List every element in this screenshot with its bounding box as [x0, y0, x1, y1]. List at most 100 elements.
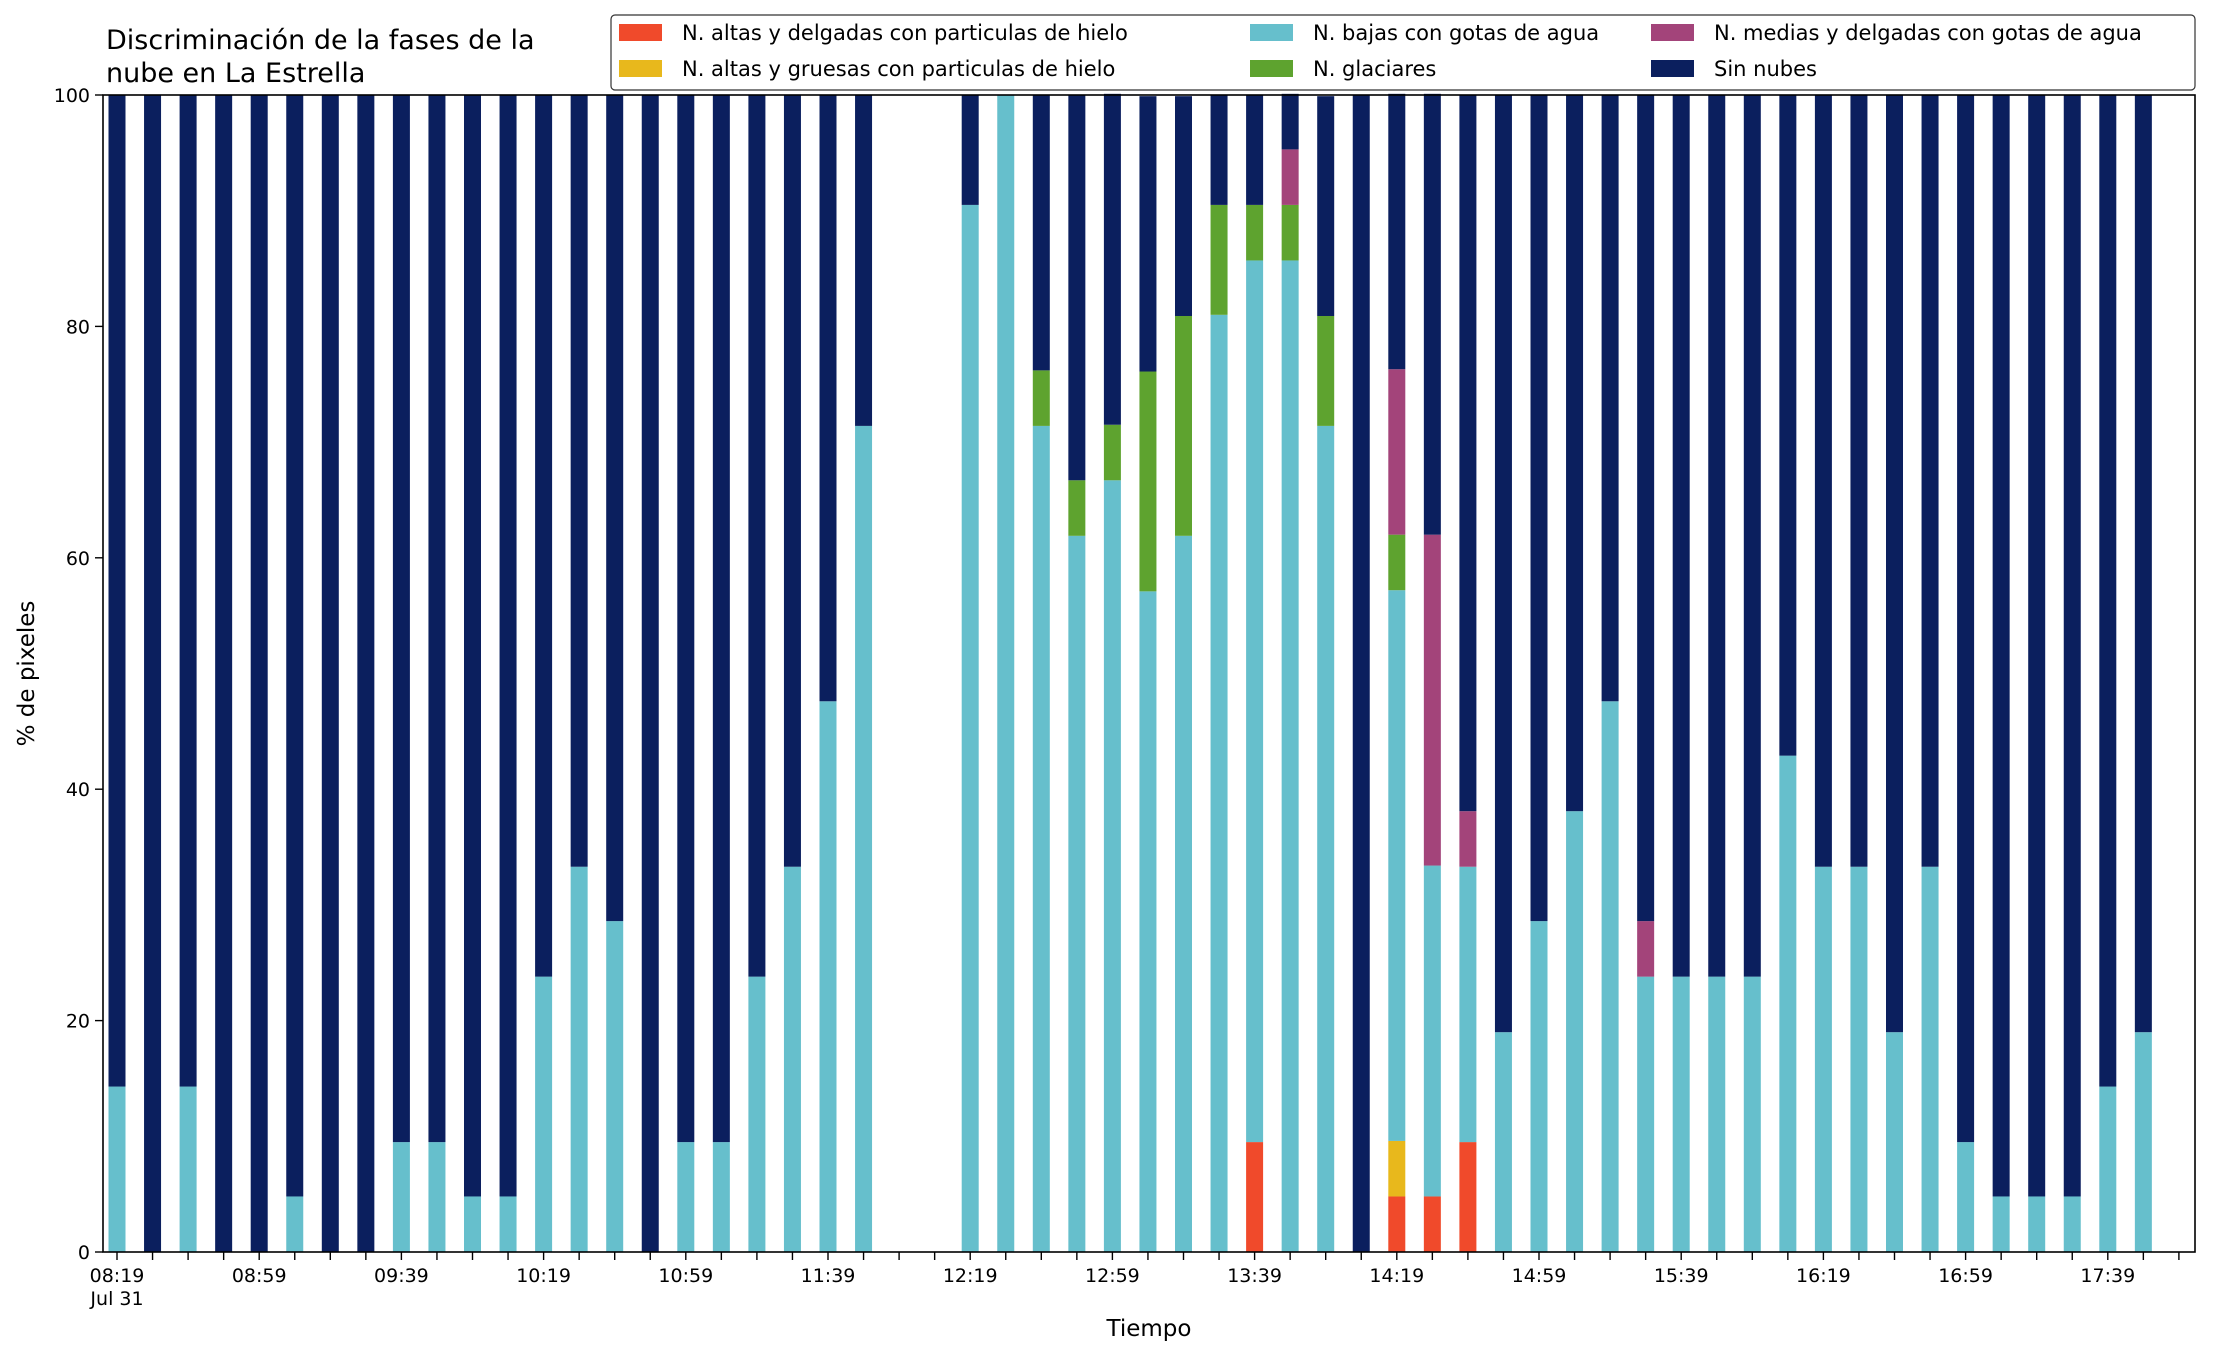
- bar-segment-34-series-3: [1317, 315, 1335, 426]
- bar-segment-12-series-2: [535, 976, 553, 1252]
- bar-segment-17-series-2: [712, 1142, 730, 1252]
- bar-segment-44-series-2: [1672, 976, 1690, 1252]
- bar-segment-37-series-4: [1423, 534, 1441, 866]
- bars-group: [108, 93, 2152, 1253]
- bar-segment-36-series-0: [1388, 1196, 1406, 1252]
- bar-segment-38-series-2: [1459, 866, 1477, 1143]
- x-tick-label: 12:19: [943, 1265, 998, 1287]
- bar-segment-12-series-5: [535, 95, 553, 977]
- bar-segment-26-series-2: [1032, 425, 1050, 1252]
- legend-swatch: [1250, 24, 1293, 41]
- bar-segment-50-series-5: [1886, 95, 1903, 1033]
- bar-segment-35-series-5: [1352, 95, 1370, 1252]
- bar-segment-6-series-5: [321, 95, 339, 1252]
- bar-segment-55-series-5: [2063, 95, 2081, 1197]
- plot-frame: [102, 94, 2196, 1253]
- bar-segment-36-series-2: [1388, 590, 1406, 1141]
- legend-label: N. altas y gruesas con particulas de hie…: [682, 57, 1115, 81]
- x-tick-label: 08:19: [90, 1265, 145, 1287]
- bar-segment-30-series-2: [1175, 535, 1192, 1252]
- bar-segment-9-series-2: [428, 1142, 446, 1252]
- bar-segment-36-series-1: [1388, 1140, 1406, 1197]
- legend-swatch: [1651, 24, 1694, 41]
- legend-label: N. bajas con gotas de agua: [1313, 21, 1599, 45]
- bar-segment-38-series-4: [1459, 811, 1477, 867]
- bar-segment-57-series-5: [2134, 95, 2152, 1033]
- bar-segment-20-series-2: [819, 701, 837, 1252]
- x-tick-sublabel: Jul 31: [89, 1288, 143, 1310]
- bar-segment-18-series-5: [748, 95, 766, 977]
- x-tick-label: 14:59: [1512, 1265, 1567, 1287]
- bar-segment-20-series-5: [819, 95, 837, 702]
- bar-segment-37-series-2: [1423, 865, 1441, 1197]
- bar-segment-0-series-5: [108, 95, 126, 1087]
- bar-segment-7-series-5: [357, 95, 375, 1252]
- bar-segment-41-series-5: [1566, 95, 1584, 812]
- bar-segment-56-series-5: [2099, 95, 2117, 1087]
- bar-segment-19-series-2: [783, 866, 801, 1252]
- bar-segment-14-series-2: [606, 921, 624, 1252]
- x-tick-label: 15:39: [1654, 1265, 1709, 1287]
- bar-segment-5-series-2: [286, 1196, 304, 1252]
- bar-segment-43-series-5: [1637, 95, 1655, 922]
- bar-segment-15-series-5: [641, 95, 659, 1252]
- bar-segment-43-series-2: [1637, 976, 1655, 1252]
- bar-segment-8-series-5: [392, 95, 410, 1143]
- bar-segment-54-series-2: [2028, 1196, 2046, 1252]
- x-tick-label: 11:39: [801, 1265, 856, 1287]
- bar-segment-27-series-3: [1068, 480, 1086, 536]
- bar-segment-21-series-2: [855, 425, 873, 1252]
- bar-segment-4-series-5: [250, 95, 268, 1252]
- bar-segment-33-series-2: [1281, 260, 1299, 1252]
- y-tick-label: 20: [66, 1011, 90, 1033]
- legend-swatch: [1250, 60, 1293, 77]
- legend-label: Sin nubes: [1714, 57, 1817, 81]
- legend-label: N. medias y delgadas con gotas de agua: [1714, 21, 2142, 45]
- bar-segment-29-series-2: [1139, 591, 1157, 1252]
- bar-segment-30-series-3: [1175, 315, 1192, 536]
- bar-segment-28-series-3: [1103, 424, 1121, 481]
- bar-segment-19-series-5: [783, 95, 801, 867]
- legend: N. altas y delgadas con particulas de hi…: [610, 14, 2196, 91]
- bar-segment-49-series-2: [1850, 866, 1868, 1252]
- bar-segment-46-series-2: [1743, 976, 1761, 1252]
- legend-label: N. glaciares: [1313, 57, 1436, 81]
- bar-segment-48-series-5: [1814, 95, 1832, 867]
- bar-segment-16-series-2: [677, 1142, 695, 1252]
- bar-segment-32-series-2: [1246, 260, 1264, 1143]
- bar-segment-31-series-5: [1210, 95, 1228, 205]
- x-tick-label: 13:39: [1227, 1265, 1282, 1287]
- bar-segment-27-series-2: [1068, 535, 1086, 1252]
- bar-segment-52-series-2: [1957, 1142, 1975, 1252]
- bar-segment-41-series-2: [1566, 811, 1584, 1252]
- y-axis: 0 20 40 60 80 100: [54, 85, 103, 1264]
- x-tick-label: 09:39: [374, 1265, 429, 1287]
- bar-segment-45-series-2: [1708, 976, 1726, 1252]
- bar-segment-3-series-5: [215, 95, 233, 1252]
- x-tick-label: 10:59: [658, 1265, 713, 1287]
- bar-segment-53-series-2: [1992, 1196, 2010, 1252]
- bar-segment-46-series-5: [1743, 95, 1761, 977]
- legend-swatch: [619, 24, 662, 41]
- bar-segment-36-series-5: [1388, 93, 1406, 370]
- bar-segment-37-series-0: [1423, 1196, 1441, 1252]
- bar-segment-11-series-2: [499, 1196, 517, 1252]
- bar-segment-39-series-2: [1494, 1032, 1512, 1252]
- bar-segment-39-series-5: [1494, 95, 1512, 1033]
- bar-segment-1-series-5: [144, 95, 162, 1252]
- bar-segment-44-series-5: [1672, 95, 1690, 977]
- bar-segment-42-series-5: [1601, 95, 1619, 702]
- bar-segment-47-series-5: [1779, 95, 1797, 756]
- legend-box: [610, 14, 2196, 91]
- bar-segment-42-series-2: [1601, 701, 1619, 1252]
- bar-segment-56-series-2: [2099, 1086, 2117, 1252]
- legend-swatch: [619, 60, 662, 77]
- bar-segment-26-series-5: [1032, 95, 1050, 371]
- bar-segment-24-series-2: [961, 204, 979, 1252]
- bar-segment-40-series-2: [1530, 921, 1548, 1252]
- y-tick-label: 100: [54, 85, 90, 107]
- bar-segment-28-series-2: [1103, 480, 1121, 1252]
- bar-segment-0-series-2: [108, 1086, 126, 1252]
